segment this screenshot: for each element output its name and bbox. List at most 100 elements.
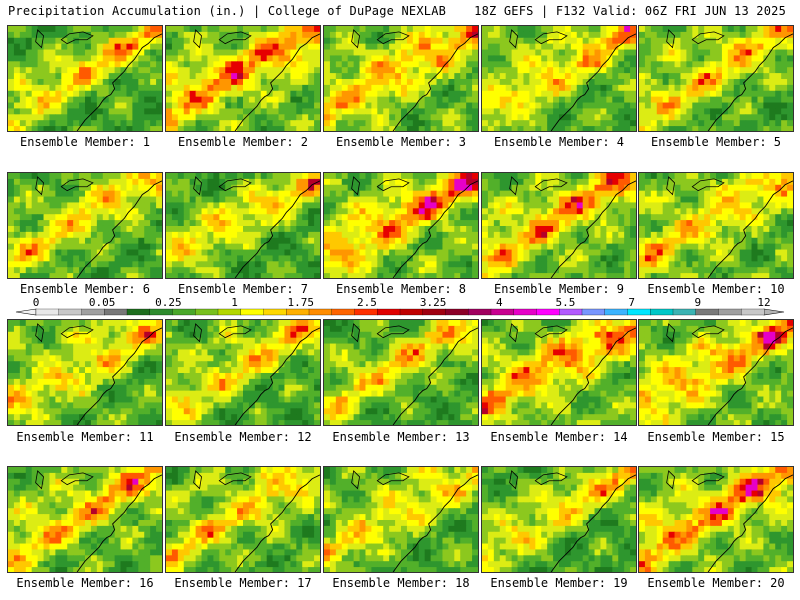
colorbar-swatch — [672, 308, 697, 316]
precip-map — [8, 320, 162, 425]
ensemble-member-panel — [638, 319, 794, 426]
ensemble-member-panel — [165, 172, 321, 279]
lake-outline — [193, 470, 252, 490]
colorbar-tick-label: 3.25 — [420, 296, 447, 309]
precip-map — [324, 467, 478, 572]
lake-outline — [509, 323, 568, 343]
coastline — [234, 33, 320, 131]
precip-colorbar: 0 0.05 0.25 1 1.75 2.5 3.25 4 5.5 7 9 12 — [15, 296, 785, 316]
precip-map — [8, 26, 162, 131]
ensemble-member-panel — [7, 25, 163, 132]
ensemble-member-panel — [481, 172, 637, 279]
lake-outline — [35, 176, 94, 196]
ensemble-member-label: Ensemble Member: 4 — [493, 135, 625, 149]
coastline — [707, 33, 793, 131]
coastline — [76, 474, 162, 572]
ensemble-member-label: Ensemble Member: 12 — [174, 430, 312, 444]
ensemble-member-label: Ensemble Member: 13 — [332, 430, 470, 444]
ensemble-member-panel — [638, 25, 794, 132]
ensemble-member-label: Ensemble Member: 20 — [647, 576, 785, 590]
ensemble-member-label: Ensemble Member: 5 — [650, 135, 782, 149]
lake-outline — [35, 323, 94, 343]
colorbar-tick-label: 1.75 — [287, 296, 314, 309]
ensemble-member-label: Ensemble Member: 17 — [174, 576, 312, 590]
coastline — [234, 180, 320, 278]
coastline — [707, 180, 793, 278]
precip-map — [639, 320, 793, 425]
colorbar-swatch — [650, 308, 674, 316]
lake-outline — [509, 176, 568, 196]
colorbar-swatch — [490, 308, 515, 316]
ensemble-member-panel — [165, 25, 321, 132]
colorbar-swatch — [399, 308, 424, 316]
ensemble-member-panel — [7, 319, 163, 426]
precip-map — [639, 26, 793, 131]
precip-map — [639, 173, 793, 278]
colorbar-swatch — [58, 308, 82, 316]
precip-map — [324, 320, 478, 425]
ensemble-member-panel — [638, 466, 794, 573]
ensemble-member-label: Ensemble Member: 18 — [332, 576, 470, 590]
ensemble-member-label: Ensemble Member: 16 — [16, 576, 154, 590]
colorbar-swatch — [354, 308, 378, 316]
colorbar-swatch — [513, 308, 537, 316]
colorbar-swatch — [240, 308, 264, 316]
colorbar-tick-label: 4 — [496, 296, 503, 309]
precip-map — [166, 467, 320, 572]
precip-map — [482, 26, 636, 131]
ensemble-member-panel — [165, 319, 321, 426]
coastline — [550, 33, 636, 131]
colorbar-tick-label: 0.05 — [89, 296, 116, 309]
ensemble-member-label: Ensemble Member: 10 — [647, 282, 785, 296]
colorbar-swatch — [377, 308, 401, 316]
ensemble-member-label: Ensemble Member: 3 — [335, 135, 467, 149]
lake-outline — [666, 470, 725, 490]
colorbar-swatch — [741, 308, 765, 316]
ensemble-member-panel — [165, 466, 321, 573]
colorbar-swatch — [536, 308, 560, 316]
model-run-info: 18Z GEFS | F132 Valid: 06Z FRI JUN 13 20… — [474, 4, 786, 18]
colorbar-swatch — [422, 308, 446, 316]
precip-map — [324, 26, 478, 131]
colorbar-swatch — [627, 308, 651, 316]
ensemble-member-label: Ensemble Member: 11 — [16, 430, 154, 444]
coastline — [707, 327, 793, 425]
precip-map — [324, 173, 478, 278]
coastline — [550, 474, 636, 572]
coastline — [234, 474, 320, 572]
lake-outline — [35, 470, 94, 490]
ensemble-member-panel — [323, 466, 479, 573]
colorbar-tick-label: 7 — [628, 296, 635, 309]
ensemble-member-panel — [323, 319, 479, 426]
lake-outline — [509, 29, 568, 49]
coastline — [392, 33, 478, 131]
colorbar-swatch — [718, 308, 742, 316]
precip-map — [482, 173, 636, 278]
colorbar-left-arrow — [15, 308, 37, 316]
page-title: Precipitation Accumulation (in.) | Colle… — [8, 4, 447, 18]
colorbar-swatch — [331, 308, 355, 316]
colorbar-swatch — [104, 308, 128, 316]
ensemble-member-label: Ensemble Member: 15 — [647, 430, 785, 444]
ensemble-member-label: Ensemble Member: 7 — [177, 282, 309, 296]
colorbar-swatch — [308, 308, 333, 316]
ensemble-member-label: Ensemble Member: 19 — [490, 576, 628, 590]
lake-outline — [35, 29, 94, 49]
lake-outline — [193, 176, 252, 196]
lake-outline — [351, 29, 410, 49]
colorbar-swatch — [149, 308, 173, 316]
coastline — [76, 33, 162, 131]
precip-map — [482, 320, 636, 425]
colorbar-swatch — [581, 308, 606, 316]
colorbar-tick-label: 0.25 — [155, 296, 182, 309]
lake-outline — [351, 323, 410, 343]
coastline — [76, 180, 162, 278]
colorbar-swatch — [604, 308, 628, 316]
colorbar-swatch — [445, 308, 469, 316]
colorbar-swatch — [172, 308, 196, 316]
lake-outline — [666, 176, 725, 196]
lake-outline — [509, 470, 568, 490]
colorbar-swatch — [468, 308, 492, 316]
coastline — [392, 327, 478, 425]
colorbar-tick-label: 12 — [757, 296, 770, 309]
